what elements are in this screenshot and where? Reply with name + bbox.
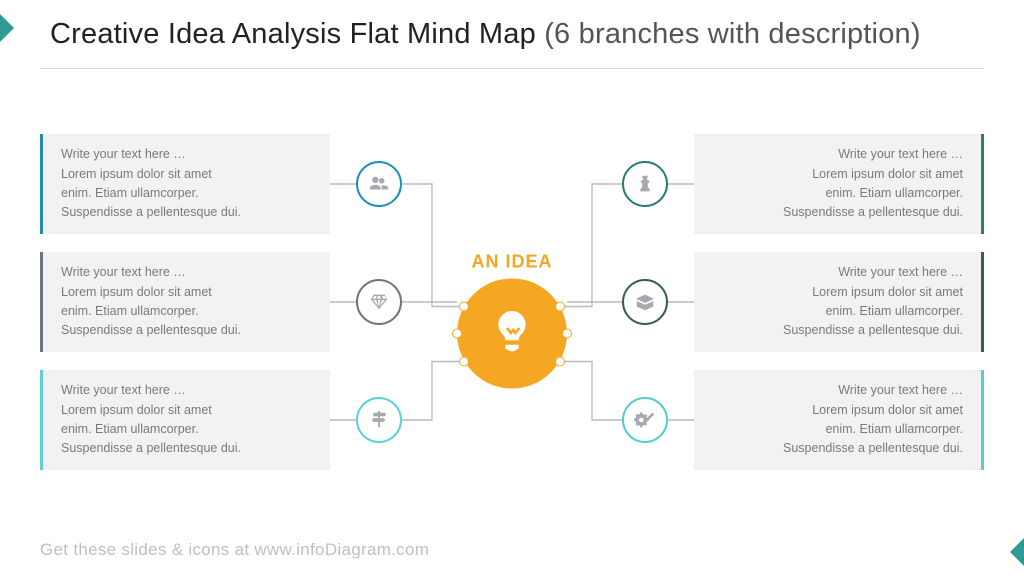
branch-text: Write your text here …Lorem ipsum dolor … <box>61 145 300 223</box>
users-icon <box>356 161 402 207</box>
mindmap-diagram: AN IDEA Write your text here …Lorem ipsu… <box>40 88 984 516</box>
title-sub: (6 branches with description) <box>544 18 921 50</box>
branch-box-4: Write your text here …Lorem ipsum dolor … <box>694 252 984 352</box>
box-icon <box>622 279 668 325</box>
diamond-icon <box>356 279 402 325</box>
title-main: Creative Idea Analysis Flat Mind Map <box>50 18 536 50</box>
branch-text: Write your text here …Lorem ipsum dolor … <box>724 145 963 223</box>
footer-accent <box>1010 538 1024 566</box>
signpost-icon <box>356 397 402 443</box>
gear-pencil-icon <box>622 397 668 443</box>
chess-icon <box>622 161 668 207</box>
branch-box-0: Write your text here …Lorem ipsum dolor … <box>40 134 330 234</box>
lightbulb-icon <box>485 307 539 361</box>
branch-box-3: Write your text here …Lorem ipsum dolor … <box>694 134 984 234</box>
branch-text: Write your text here …Lorem ipsum dolor … <box>61 263 300 341</box>
center-node: AN IDEA <box>457 252 567 389</box>
branch-text: Write your text here …Lorem ipsum dolor … <box>61 381 300 459</box>
branch-box-1: Write your text here …Lorem ipsum dolor … <box>40 252 330 352</box>
center-circle <box>457 279 567 389</box>
branch-text: Write your text here …Lorem ipsum dolor … <box>724 263 963 341</box>
title-divider <box>40 68 984 69</box>
center-label: AN IDEA <box>457 252 567 273</box>
footer-text: Get these slides & icons at www.infoDiag… <box>40 540 429 560</box>
branch-text: Write your text here …Lorem ipsum dolor … <box>724 381 963 459</box>
page-title: Creative Idea Analysis Flat Mind Map (6 … <box>50 18 984 51</box>
branch-box-5: Write your text here …Lorem ipsum dolor … <box>694 370 984 470</box>
branch-box-2: Write your text here …Lorem ipsum dolor … <box>40 370 330 470</box>
